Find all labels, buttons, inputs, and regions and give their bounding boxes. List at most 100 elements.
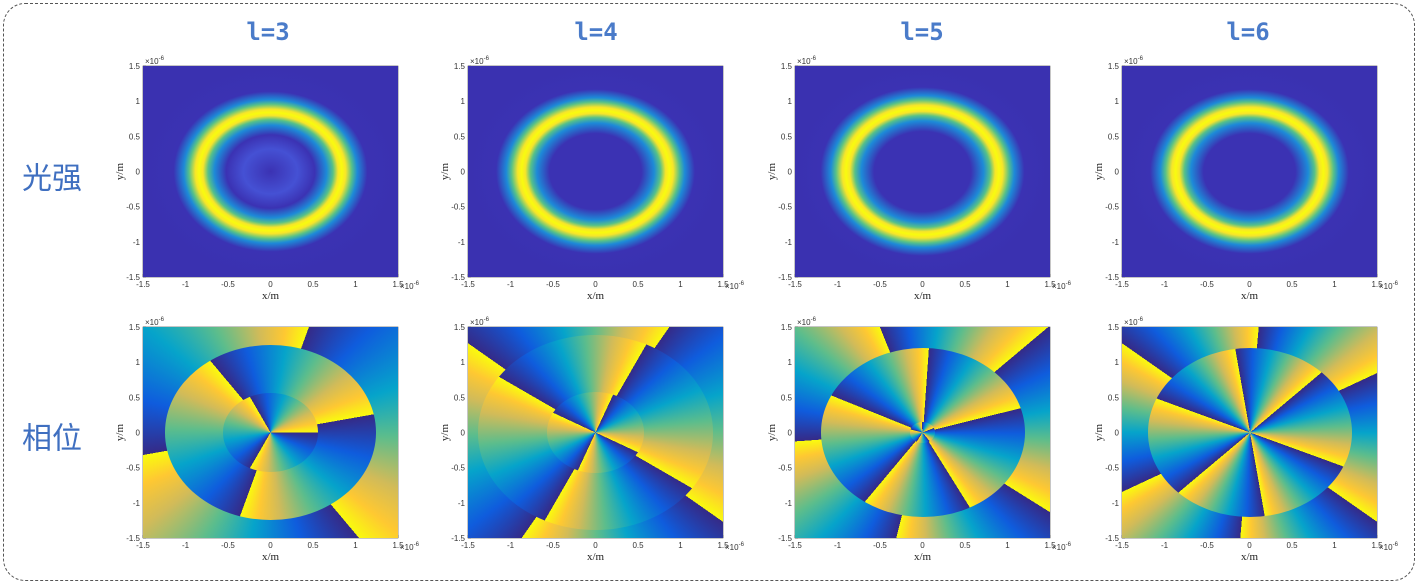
y-tick-label: 0.5 (454, 393, 466, 402)
x-axis-label: x/m (1241, 551, 1259, 563)
x-tick-label: 1 (353, 280, 358, 289)
scale-base: ×10 (797, 57, 811, 66)
phase-map (795, 327, 1050, 538)
axis-scale: ×10-6 (470, 56, 490, 66)
scale-base: ×10 (725, 543, 739, 552)
x-tick-label: -0.5 (221, 280, 235, 289)
x-tick-label: -1 (1161, 541, 1169, 550)
y-tick-label: -1 (133, 238, 141, 247)
y-tick-label: 0 (136, 429, 141, 438)
y-tick-label: -1.5 (1105, 534, 1119, 543)
axis-scale: ×10-6 (145, 317, 165, 327)
scale-base: ×10 (400, 282, 414, 291)
x-tick-label: -1.5 (136, 280, 150, 289)
y-tick-label: 1.5 (1108, 323, 1120, 332)
y-tick-label: 0.5 (781, 393, 793, 402)
y-tick-label: 1.5 (781, 62, 793, 71)
x-tick-label: -1.5 (1115, 280, 1129, 289)
y-axis-label: y/m (114, 424, 126, 442)
scale-power: -6 (484, 56, 490, 62)
y-tick-label: 0 (461, 168, 466, 177)
y-tick-label: 0 (461, 429, 466, 438)
x-axis-label: x/m (587, 551, 605, 563)
x-tick-label: -1 (507, 280, 515, 289)
x-tick-label: 1.5 (717, 280, 729, 289)
y-tick-label: -1.5 (778, 273, 792, 282)
x-tick-label: 0.5 (632, 541, 644, 550)
y-tick-label: -1.5 (451, 273, 465, 282)
y-tick-label: 1.5 (129, 62, 141, 71)
y-tick-label: 1 (788, 97, 793, 106)
scale-power: -6 (1393, 542, 1399, 548)
x-tick-label: 1.5 (1371, 280, 1383, 289)
x-tick-label: -1 (834, 541, 842, 550)
scale-power: -6 (414, 542, 420, 548)
scale-base: ×10 (1379, 282, 1393, 291)
y-axis-label: y/m (439, 424, 451, 442)
x-tick-label: 0 (268, 280, 273, 289)
x-tick-label: 0.5 (959, 541, 971, 550)
x-tick-label: -1.5 (136, 541, 150, 550)
y-tick-label: 0 (788, 429, 793, 438)
intensity-map (795, 66, 1050, 277)
x-tick-label: -1.5 (788, 541, 802, 550)
scale-base: ×10 (1052, 282, 1066, 291)
x-tick-label: 1 (678, 541, 683, 550)
y-axis-label: y/m (766, 163, 778, 181)
x-tick-label: -0.5 (873, 280, 887, 289)
scale-base: ×10 (797, 318, 811, 327)
phase-core (909, 421, 936, 444)
phase-core (547, 392, 644, 473)
y-tick-label: -1.5 (126, 273, 140, 282)
x-axis-label: x/m (914, 290, 932, 302)
row-label: 光强 (22, 162, 82, 197)
x-tick-label: 1.5 (1371, 541, 1383, 550)
scale-power: -6 (1138, 56, 1144, 62)
y-tick-label: 0.5 (129, 132, 141, 141)
y-tick-label: 1.5 (1108, 62, 1120, 71)
x-tick-label: 0.5 (959, 280, 971, 289)
y-tick-label: -1 (133, 499, 141, 508)
scale-power: -6 (1393, 281, 1399, 287)
scale-base: ×10 (1379, 543, 1393, 552)
y-axis-label: y/m (766, 424, 778, 442)
phase-map (1122, 327, 1377, 538)
y-tick-label: 1.5 (129, 323, 141, 332)
x-tick-label: 1.5 (1044, 280, 1056, 289)
scale-power: -6 (159, 317, 165, 323)
x-tick-label: 0 (920, 280, 925, 289)
y-tick-label: 1 (1115, 97, 1120, 106)
x-tick-label: 1.5 (392, 280, 404, 289)
y-tick-label: -0.5 (126, 464, 140, 473)
y-tick-label: -0.5 (451, 464, 465, 473)
column-label: l=3 (246, 18, 289, 46)
x-tick-label: 1 (1332, 541, 1337, 550)
y-tick-label: -0.5 (778, 203, 792, 212)
axis-scale: ×10-6 (400, 281, 420, 291)
scale-power: -6 (1066, 281, 1072, 287)
x-tick-label: -1 (182, 541, 190, 550)
y-tick-label: -1 (458, 238, 466, 247)
axis-scale: ×10-6 (725, 281, 745, 291)
column-label: l=5 (900, 18, 943, 46)
y-tick-label: -1.5 (1105, 273, 1119, 282)
x-tick-label: 1 (1332, 280, 1337, 289)
x-tick-label: -0.5 (873, 541, 887, 550)
x-tick-label: -1.5 (788, 280, 802, 289)
x-tick-label: 0.5 (307, 541, 319, 550)
y-tick-label: 1 (461, 97, 466, 106)
scale-base: ×10 (400, 543, 414, 552)
scale-power: -6 (739, 542, 745, 548)
x-tick-label: -1.5 (461, 280, 475, 289)
y-tick-label: -1.5 (126, 534, 140, 543)
y-tick-label: 0 (136, 168, 141, 177)
y-tick-label: 1 (136, 358, 141, 367)
phase-map (143, 327, 398, 538)
y-tick-label: 1 (1115, 358, 1120, 367)
x-tick-label: 1 (353, 541, 358, 550)
y-tick-label: -1.5 (451, 534, 465, 543)
scale-power: -6 (484, 317, 490, 323)
y-tick-label: 0.5 (1108, 393, 1120, 402)
phase-map (468, 327, 723, 538)
y-tick-label: 1.5 (781, 323, 793, 332)
